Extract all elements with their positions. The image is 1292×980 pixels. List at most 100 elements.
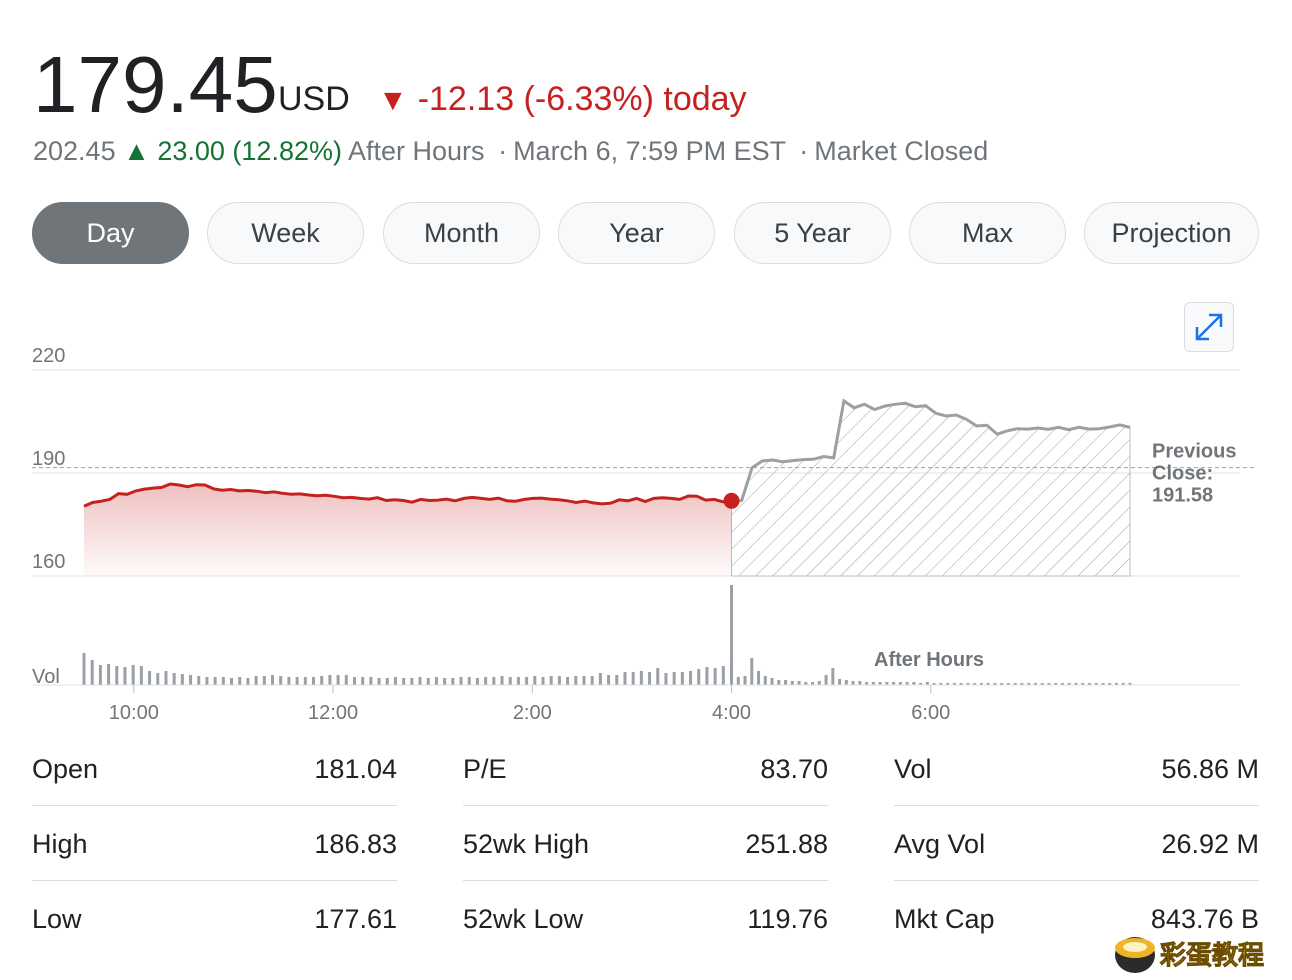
stat-value: 251.88 — [745, 829, 828, 859]
volume-bar — [1128, 683, 1132, 685]
stat-label: 52wk Low — [463, 904, 584, 934]
stat-label: Vol — [894, 754, 932, 784]
volume-bar — [1000, 683, 1004, 685]
currency-label: USD — [278, 80, 350, 118]
volume-bar — [730, 663, 734, 685]
after-hours-change-text: 23.00 (12.82%) — [157, 136, 342, 166]
volume-bar — [213, 677, 217, 685]
current-price: 179.45 — [33, 40, 278, 129]
volume-bar — [287, 677, 291, 685]
volume-bar — [784, 680, 788, 685]
expand-chart-button[interactable] — [1184, 302, 1234, 352]
volume-bar — [410, 678, 414, 685]
volume-bar — [607, 675, 611, 685]
volume-bar — [763, 676, 767, 685]
volume-bar — [434, 677, 438, 685]
tab-month[interactable]: Month — [383, 202, 540, 264]
y-tick-label: 160 — [32, 551, 65, 573]
volume-bar — [705, 667, 709, 685]
volume-bar — [1013, 683, 1017, 685]
volume-bar — [238, 677, 242, 685]
volume-bar — [262, 676, 266, 685]
volume-bar — [946, 683, 950, 685]
stat-value: 56.86 M — [1161, 754, 1259, 784]
stat-low: Low 177.61 — [32, 890, 397, 956]
y-tick-label: 190 — [32, 448, 65, 470]
volume-bar — [254, 676, 258, 685]
volume-bar — [844, 680, 848, 685]
volume-bar — [475, 678, 479, 685]
volume-bar — [757, 671, 761, 685]
volume-bar — [672, 672, 676, 685]
volume-bar — [1047, 683, 1051, 685]
volume-bar — [648, 672, 652, 685]
volume-bar — [598, 673, 602, 685]
volume-bar — [484, 677, 488, 685]
volume-bar — [271, 675, 275, 685]
volume-bar — [131, 665, 135, 685]
volume-bar — [664, 673, 668, 685]
tab-year[interactable]: Year — [558, 202, 715, 264]
volume-bar — [730, 585, 734, 685]
stat-label: High — [32, 829, 88, 859]
tab-max[interactable]: Max — [909, 202, 1066, 264]
volume-bars — [82, 585, 1132, 685]
volume-bar — [838, 679, 842, 685]
volume-bar — [750, 658, 754, 685]
stat-label: Avg Vol — [894, 829, 986, 859]
volume-bar — [459, 677, 463, 685]
volume-bar — [426, 678, 430, 685]
tab-day[interactable]: Day — [32, 202, 189, 264]
volume-bar — [817, 681, 821, 685]
volume-bar — [925, 682, 929, 685]
after-hours-change: ▲ 23.00 (12.82%) — [123, 136, 342, 166]
volume-bar — [541, 677, 545, 685]
volume-bar — [639, 671, 643, 685]
volume-bar — [500, 676, 504, 685]
tab-week[interactable]: Week — [207, 202, 364, 264]
after-hours-line: 202.45 ▲ 23.00 (12.82%) After Hours · Mar… — [33, 136, 988, 167]
after-hours-area — [731, 400, 1131, 577]
stat-value: 177.61 — [314, 904, 397, 934]
volume-bar — [865, 682, 869, 685]
volume-bar — [1060, 683, 1064, 685]
tab-projection[interactable]: Projection — [1084, 202, 1259, 264]
volume-bar — [336, 675, 340, 685]
volume-bar — [979, 683, 983, 685]
volume-bar — [831, 668, 835, 685]
stat-vol: Vol 56.86 M — [894, 740, 1259, 806]
volume-bar — [1087, 683, 1091, 685]
volume-bar — [1006, 683, 1010, 685]
volume-bar — [689, 671, 693, 685]
x-tick-label: 6:00 — [911, 702, 950, 724]
down-arrow-icon: ▼ — [378, 84, 408, 117]
price-chart[interactable]: 220 190 160 Previous Close: 191.58 Vol Aft… — [0, 330, 1292, 730]
stat-value: 119.76 — [747, 904, 828, 934]
volume-bar — [952, 683, 956, 685]
volume-bar — [279, 676, 283, 685]
up-arrow-icon: ▲ — [123, 136, 150, 166]
volume-bar — [858, 681, 862, 685]
tab-5-year[interactable]: 5 Year — [734, 202, 891, 264]
quote-timestamp: March 6, 7:59 PM EST — [513, 136, 786, 166]
volume-bar — [590, 676, 594, 685]
volume-bar — [123, 667, 127, 685]
stat-label: 52wk High — [463, 829, 590, 859]
volume-bar — [898, 682, 902, 685]
volume-bar — [312, 677, 316, 685]
volume-bar — [905, 682, 909, 685]
watermark-logo: 彩蛋教程 — [1115, 937, 1264, 973]
volume-bar — [328, 675, 332, 685]
volume-bar — [1094, 683, 1098, 685]
watermark-text: 彩蛋教程 — [1159, 941, 1264, 971]
volume-bar — [1054, 683, 1058, 685]
volume-bar — [303, 677, 307, 685]
last-price-dot — [723, 492, 740, 509]
volume-bar — [451, 678, 455, 685]
volume-bar — [919, 683, 923, 685]
volume-bar — [804, 682, 808, 685]
volume-bar — [1081, 683, 1085, 685]
volume-bar — [615, 675, 619, 685]
volume-bar — [180, 674, 184, 685]
volume-bar — [90, 660, 94, 685]
